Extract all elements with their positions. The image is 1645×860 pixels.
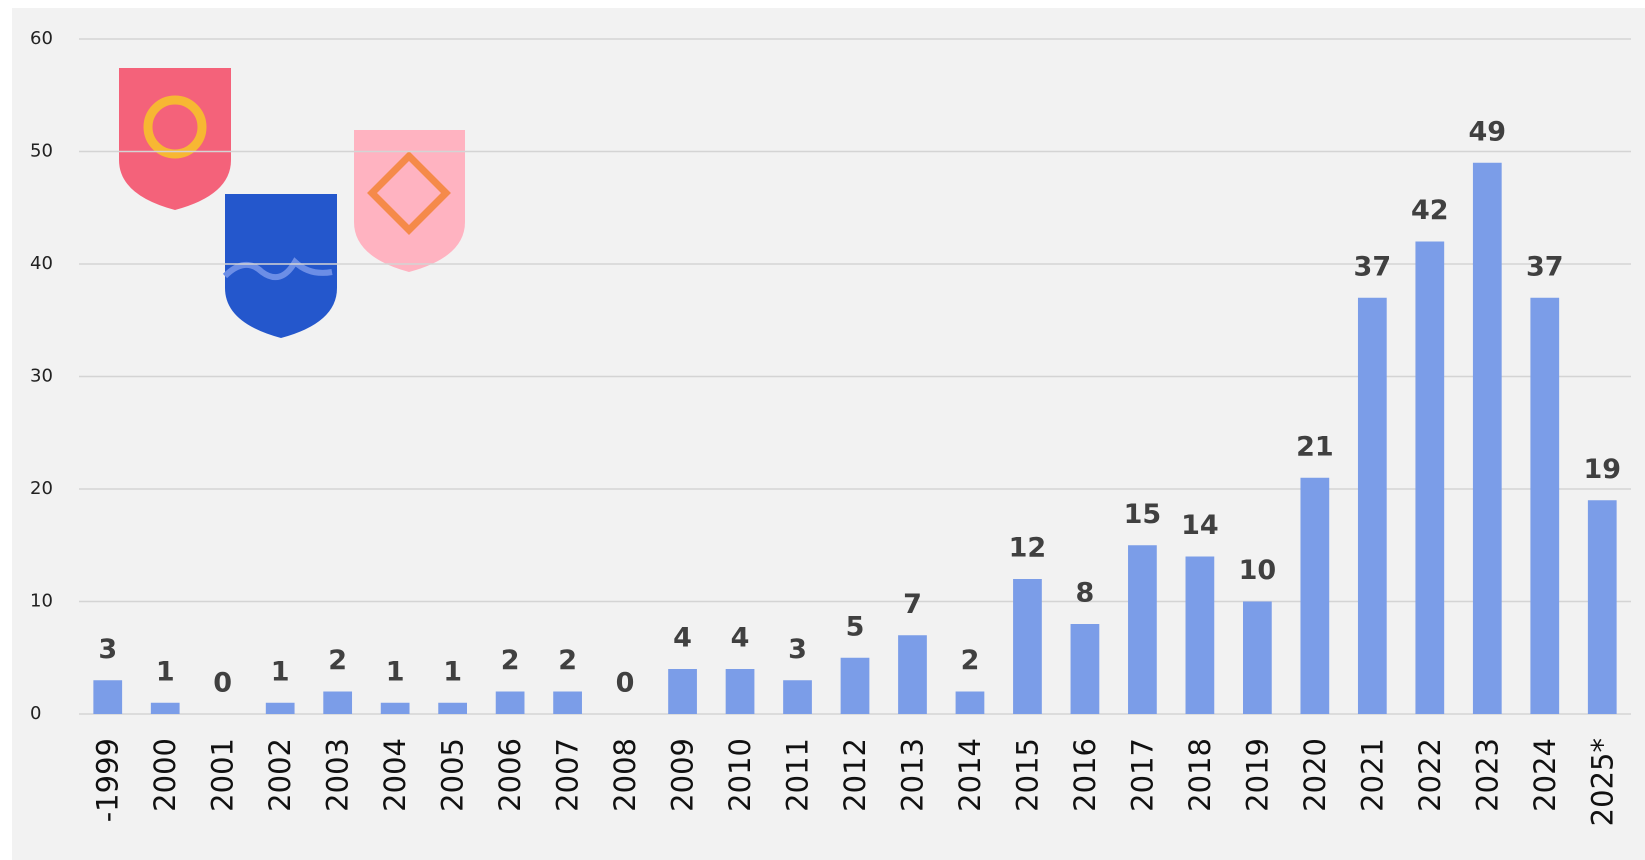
bar — [725, 669, 755, 714]
bar — [783, 680, 812, 714]
data-label: 12 — [1009, 533, 1047, 564]
data-label: 4 — [731, 623, 750, 654]
data-label: 5 — [846, 611, 865, 642]
x-tick-label: 2001 — [206, 738, 240, 812]
x-tick-label: 2008 — [608, 738, 642, 812]
x-tick-label: 2019 — [1240, 738, 1274, 812]
shield-blue — [222, 194, 337, 338]
x-tick-label: 2015 — [1010, 738, 1044, 812]
data-label: 42 — [1411, 195, 1449, 226]
x-tick-label: 2013 — [895, 738, 929, 812]
bar — [955, 691, 985, 714]
bar — [1070, 624, 1100, 714]
data-label: 1 — [271, 656, 290, 687]
x-tick-label: 2024 — [1528, 738, 1562, 812]
bar — [93, 680, 123, 714]
bar — [898, 635, 927, 714]
y-tick-label: 20 — [30, 478, 53, 499]
bar — [150, 702, 180, 714]
y-tick-label: 10 — [30, 591, 53, 612]
bar — [1128, 545, 1157, 714]
data-label: 1 — [386, 656, 405, 687]
data-label: 8 — [1076, 578, 1095, 609]
bar — [1587, 500, 1617, 714]
data-label: 1 — [156, 656, 175, 687]
y-tick-label: 40 — [30, 253, 53, 274]
x-tick-label: 2021 — [1355, 738, 1389, 812]
x-tick-label: 2020 — [1298, 738, 1332, 812]
data-label: 37 — [1354, 251, 1392, 282]
x-tick-label: 2018 — [1183, 738, 1217, 812]
data-label: 0 — [213, 668, 232, 699]
x-tick-label: 2010 — [723, 738, 757, 812]
bar — [1415, 241, 1445, 714]
bar — [1185, 556, 1215, 714]
bar — [1013, 579, 1042, 714]
bar — [438, 702, 467, 714]
data-label: 15 — [1124, 499, 1162, 530]
data-label: 37 — [1526, 251, 1564, 282]
bar — [495, 691, 525, 714]
x-tick-label: 2025* — [1585, 738, 1619, 826]
bar — [840, 657, 870, 714]
data-label: 19 — [1583, 454, 1621, 485]
x-tick-label: 2016 — [1068, 738, 1102, 812]
data-label: 2 — [328, 645, 347, 676]
bar — [323, 691, 353, 714]
y-tick-label: 30 — [30, 366, 53, 387]
bar — [1530, 297, 1560, 714]
data-label: 49 — [1469, 116, 1507, 147]
x-tick-label: 2014 — [953, 738, 987, 812]
bar — [265, 702, 295, 714]
bar — [1300, 477, 1330, 714]
data-label: 7 — [903, 589, 922, 620]
data-label: 4 — [673, 623, 692, 654]
x-tick-label: 2017 — [1125, 738, 1159, 812]
x-tick-label: 2000 — [148, 738, 182, 812]
data-label: 2 — [501, 645, 520, 676]
x-tick-label: 2012 — [838, 738, 872, 812]
x-tick-label: 2006 — [493, 738, 527, 812]
data-label: 1 — [443, 656, 462, 687]
bar — [380, 702, 410, 714]
plot-background — [12, 8, 1645, 860]
x-tick-label: 2023 — [1470, 738, 1504, 812]
data-label: 2 — [558, 645, 577, 676]
data-label: 14 — [1181, 510, 1219, 541]
bar — [553, 691, 582, 714]
bar — [1357, 297, 1387, 714]
x-tick-label: 2022 — [1413, 738, 1447, 812]
bar — [1472, 162, 1502, 714]
shield-red — [119, 68, 231, 210]
data-label: 3 — [98, 634, 117, 665]
x-tick-label: 2009 — [666, 738, 700, 812]
x-tick-label: -1999 — [91, 738, 125, 822]
x-tick-label: 2005 — [436, 738, 470, 812]
data-label: 10 — [1239, 555, 1277, 586]
x-tick-label: 2002 — [263, 738, 297, 812]
y-tick-label: 50 — [30, 141, 53, 162]
y-tick-label: 60 — [30, 28, 53, 49]
data-label: 0 — [616, 668, 635, 699]
x-tick-label: 2004 — [378, 738, 412, 812]
shield-pink — [354, 130, 465, 272]
bar — [1243, 601, 1272, 714]
x-tick-label: 2003 — [321, 738, 355, 812]
x-tick-label: 2007 — [551, 738, 585, 812]
x-tick-label: 2011 — [781, 738, 815, 812]
data-label: 2 — [961, 645, 980, 676]
data-label: 21 — [1296, 431, 1334, 462]
bar — [668, 669, 697, 714]
data-label: 3 — [788, 634, 807, 665]
y-tick-label: 0 — [30, 703, 41, 724]
